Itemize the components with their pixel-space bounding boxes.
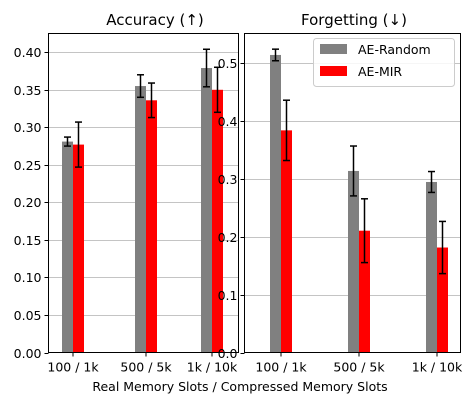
y-tick-label: 0.2 [218, 230, 238, 245]
y-tick-label: 0.20 [14, 195, 42, 210]
x-tick-label: 1k / 10k [412, 360, 463, 375]
accuracy-error-bars [64, 48, 221, 168]
bar-ae-mir-2 [437, 247, 448, 353]
forgetting-y-ticks: 0.0 0.1 0.2 0.3 0.4 0.5 [218, 56, 245, 361]
x-tick-label: 1k / 10k [187, 360, 238, 375]
bar-ae-random-1 [135, 86, 146, 353]
x-tick-label: 100 / 1k [47, 360, 99, 375]
bar-ae-mir-1 [359, 230, 370, 353]
bar-ae-random-2 [426, 181, 437, 353]
shared-x-axis-label: Real Memory Slots / Compressed Memory Sl… [92, 379, 387, 394]
legend-label-ae-random: AE-Random [358, 42, 431, 57]
forgetting-error-bars [272, 48, 446, 275]
x-tick-label: 500 / 5k [120, 360, 172, 375]
y-tick-label: 0.5 [218, 56, 238, 71]
accuracy-title: Accuracy (↑) [106, 11, 204, 29]
bar-ae-mir-0 [73, 144, 84, 353]
error-bar-ae-mir-2 [439, 220, 446, 275]
error-bar-ae-mir-1 [148, 82, 155, 119]
y-tick-label: 0.0 [218, 346, 238, 361]
error-bar-ae-random-1 [137, 74, 144, 99]
legend-box [313, 38, 455, 87]
panel-forgetting: Forgetting (↓) 0.0 0.1 0.2 0.3 0.4 0.5 100 / … [218, 11, 463, 375]
y-tick-label: 0.1 [218, 288, 238, 303]
error-bar-ae-random-1 [350, 145, 357, 197]
x-tick-label: 100 / 1k [255, 360, 307, 375]
bar-ae-random-1 [348, 170, 359, 353]
y-tick-label: 0.00 [14, 346, 42, 361]
y-tick-label: 0.10 [14, 270, 42, 285]
error-bar-ae-random-0 [272, 48, 279, 62]
accuracy-bars [62, 68, 223, 353]
forgetting-bars [270, 54, 448, 353]
bar-ae-mir-1 [146, 100, 157, 353]
forgetting-title: Forgetting (↓) [301, 11, 407, 29]
error-bar-ae-random-2 [428, 170, 435, 194]
error-bar-ae-mir-0 [75, 121, 82, 168]
bar-ae-mir-2 [212, 89, 223, 353]
x-tick-label: 500 / 5k [333, 360, 385, 375]
legend: AE-Random AE-MIR [313, 38, 455, 87]
legend-label-ae-mir: AE-MIR [358, 64, 402, 79]
forgetting-axes-frame [244, 33, 461, 353]
y-tick-label: 0.40 [14, 45, 42, 60]
bar-ae-mir-0 [281, 130, 292, 353]
error-bar-ae-mir-1 [361, 198, 368, 264]
legend-swatch-ae-mir [320, 66, 347, 76]
panel-accuracy: Accuracy (↑) 0.00 0.05 0.10 0.15 0.20 0.25 0.3… [14, 11, 239, 375]
error-bar-ae-mir-0 [283, 99, 290, 162]
y-tick-label: 0.4 [218, 114, 238, 129]
accuracy-axes-frame [48, 33, 239, 353]
y-tick-label: 0.15 [14, 233, 42, 248]
error-bar-ae-random-2 [203, 48, 210, 88]
y-tick-label: 0.3 [218, 172, 238, 187]
y-tick-label: 0.25 [14, 158, 42, 173]
bar-ae-random-0 [62, 141, 73, 353]
accuracy-y-ticks: 0.00 0.05 0.10 0.15 0.20 0.25 0.30 0.35 0.40 [14, 45, 49, 361]
y-tick-label: 0.05 [14, 308, 42, 323]
error-bar-ae-mir-2 [214, 66, 221, 114]
y-tick-label: 0.35 [14, 83, 42, 98]
bar-ae-random-2 [201, 68, 212, 353]
bar-ae-random-0 [270, 54, 281, 353]
error-bar-ae-random-0 [64, 136, 71, 147]
forgetting-x-ticks: 100 / 1k 500 / 5k 1k / 10k [255, 352, 463, 375]
y-tick-label: 0.30 [14, 120, 42, 135]
accuracy-x-ticks: 100 / 1k 500 / 5k 1k / 10k [47, 352, 238, 375]
legend-swatch-ae-random [320, 44, 347, 54]
